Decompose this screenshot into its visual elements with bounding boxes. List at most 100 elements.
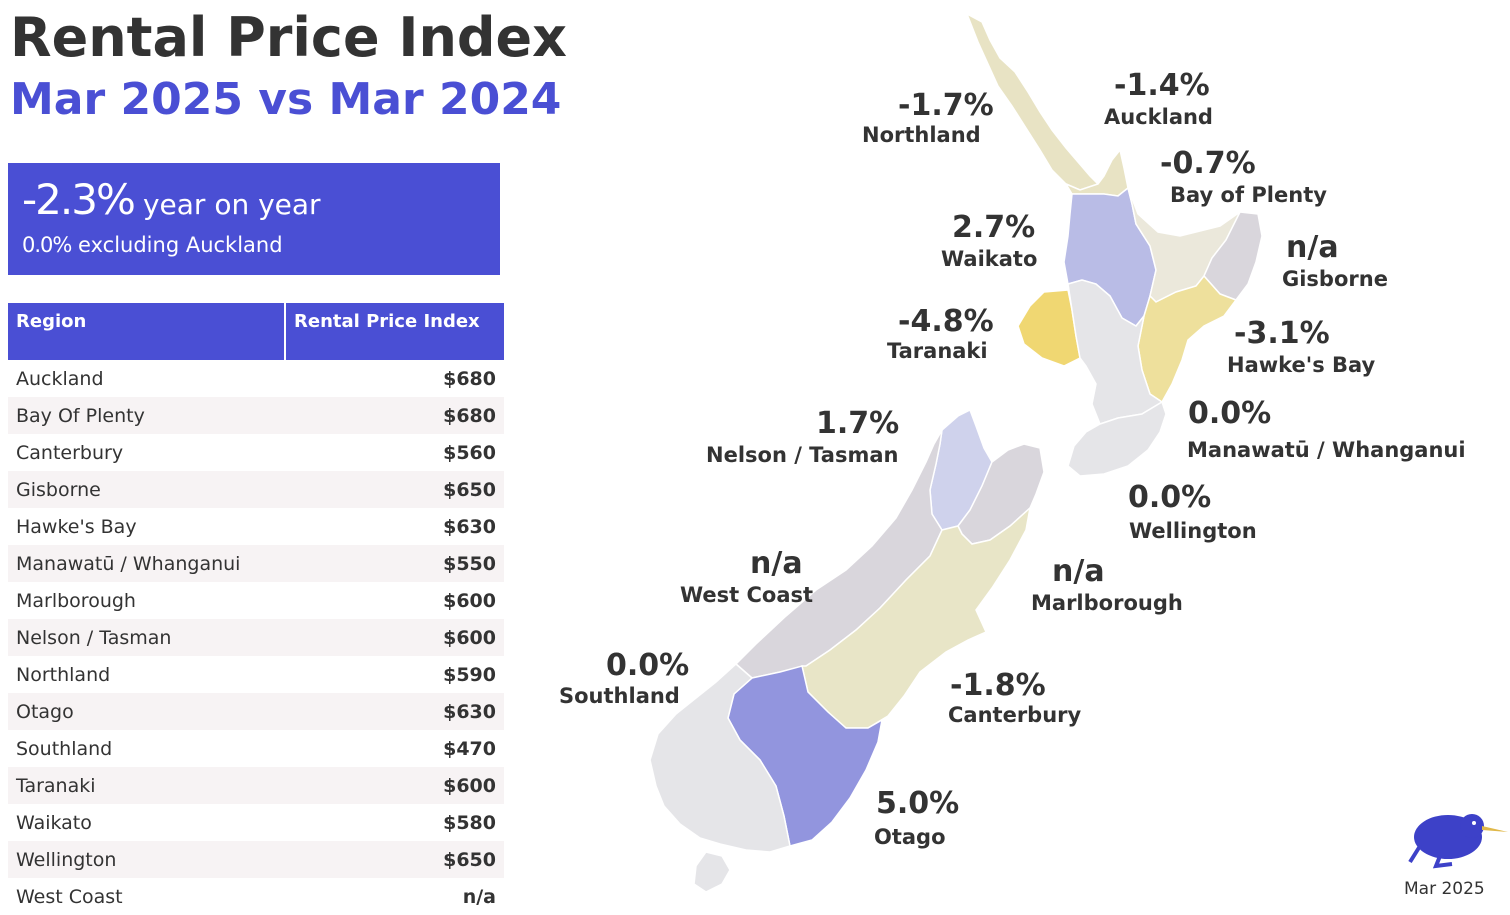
region-cell: Southland (16, 737, 113, 760)
label-manawatu: 0.0% (1188, 398, 1271, 430)
summary-label: year on year (142, 188, 321, 221)
summary-main: -2.3% year on year (22, 175, 321, 224)
label-waikato-name: Waikato (941, 246, 1037, 272)
region-cell: Otago (8, 693, 285, 730)
page-subtitle: Mar 2025 vs Mar 2024 (10, 74, 562, 125)
table-row: Hawke's Bay $630 (8, 508, 504, 545)
table-row: Taranaki $600 (8, 767, 504, 804)
label-canterbury: -1.8% (950, 670, 1046, 702)
value-cell: $600 (285, 767, 504, 804)
label-canterbury-name: Canterbury (948, 702, 1081, 728)
label-hawkes-bay: -3.1% (1234, 318, 1330, 350)
region-northland[interactable] (965, 12, 1100, 191)
label-auckland-name: Auckland (1104, 104, 1213, 130)
name-manawatu: Manawatū / Whanganui (1187, 438, 1466, 462)
label-southland: 0.0% (606, 650, 689, 682)
name-canterbury: Canterbury (948, 703, 1082, 727)
region-cell: Auckland (16, 367, 104, 390)
label-otago-name: Otago (874, 824, 946, 850)
change-gisborne: n/a (1286, 230, 1339, 265)
value-cell: $470 (443, 737, 496, 760)
region-cell: Gisborne (8, 471, 285, 508)
table-row: Otago $630 (8, 693, 504, 730)
name-gisborne: Gisborne (1282, 267, 1388, 291)
value-cell: $590 (443, 663, 496, 686)
change-otago: 5.0% (876, 786, 960, 821)
value-cell: $600 (285, 619, 504, 656)
name-otago: Otago (874, 825, 946, 849)
label-nelson: 1.7% (816, 408, 899, 440)
stewart-island[interactable] (693, 851, 731, 893)
change-southland: 0.0% (606, 648, 690, 683)
name-marlborough: Marlborough (1031, 591, 1183, 615)
region-cell: Taranaki (8, 767, 285, 804)
summary-sub-value: 0.0% (22, 233, 72, 257)
change-canterbury: -1.8% (950, 668, 1046, 703)
value-cell: $600 (443, 589, 496, 612)
change-taranaki: -4.8% (898, 304, 994, 339)
change-bay-of-plenty: -0.7% (1160, 146, 1256, 181)
label-hawkes-bay-name: Hawke's Bay (1227, 352, 1375, 378)
label-taranaki-name: Taranaki (887, 338, 988, 364)
label-taranaki: -4.8% (898, 306, 994, 338)
region-cell: Bay Of Plenty (8, 397, 285, 434)
region-cell: Wellington (8, 841, 285, 878)
value-cell: $680 (443, 367, 496, 390)
change-nelson: 1.7% (816, 406, 900, 441)
table-row: Nelson / Tasman $600 (8, 619, 504, 656)
region-cell: Manawatū / Whanganui (8, 545, 285, 582)
label-west-coast: n/a (750, 548, 803, 580)
label-otago: 5.0% (876, 788, 959, 820)
label-southland-name: Southland (559, 683, 680, 709)
date-label: Mar 2025 (1404, 879, 1485, 899)
region-cell: Hawke's Bay (16, 515, 137, 538)
value-cell: $680 (285, 397, 504, 434)
label-gisborne: n/a (1286, 232, 1339, 264)
name-southland: Southland (559, 684, 680, 708)
change-west-coast: n/a (750, 546, 803, 581)
name-auckland: Auckland (1104, 105, 1213, 129)
region-cell: West Coast (16, 885, 123, 908)
label-nelson-name: Nelson / Tasman (706, 442, 898, 468)
region-cell: Nelson / Tasman (8, 619, 285, 656)
label-wellington-name: Wellington (1129, 518, 1257, 544)
table-row: Auckland $680 (8, 360, 504, 397)
change-hawkes-bay: -3.1% (1234, 316, 1330, 351)
change-auckland: -1.4% (1114, 68, 1210, 103)
region-southland[interactable] (649, 662, 791, 853)
value-cell: $650 (285, 841, 504, 878)
name-wellington: Wellington (1129, 519, 1257, 543)
name-bay-of-plenty: Bay of Plenty (1170, 183, 1327, 207)
label-northland-name: Northland (862, 122, 981, 148)
region-canterbury[interactable] (801, 505, 1032, 729)
value-cell: $630 (285, 693, 504, 730)
value-cell: $630 (443, 515, 496, 538)
table-row: Bay Of Plenty $680 (8, 397, 504, 434)
name-northland: Northland (862, 123, 981, 147)
column-header-index[interactable]: Rental Price Index (285, 303, 504, 360)
region-wellington[interactable] (1067, 400, 1167, 477)
region-cell: Northland (16, 663, 111, 686)
change-marlborough: n/a (1052, 554, 1105, 589)
table-row: West Coast n/a (8, 878, 504, 915)
name-taranaki: Taranaki (887, 339, 988, 363)
label-marlborough: n/a (1052, 556, 1105, 588)
kiwi-bird-icon (1408, 814, 1508, 869)
label-manawatu-name: Manawatū / Whanganui (1187, 437, 1466, 463)
value-cell: $650 (285, 471, 504, 508)
summary-value: -2.3% (22, 175, 136, 224)
region-cell: Canterbury (16, 441, 124, 464)
summary-sub: 0.0% excluding Auckland (22, 233, 283, 257)
region-cell: Marlborough (16, 589, 136, 612)
column-header-region[interactable]: Region (8, 303, 286, 360)
label-west-coast-name: West Coast (680, 582, 813, 608)
change-manawatu: 0.0% (1188, 396, 1272, 431)
table-row: Marlborough $600 (8, 582, 504, 619)
table-row: Waikato $580 (8, 804, 504, 841)
label-northland: -1.7% (898, 90, 994, 122)
value-cell: n/a (462, 885, 496, 908)
name-nelson: Nelson / Tasman (706, 443, 899, 467)
summary-box: -2.3% year on year 0.0% excluding Auckla… (8, 163, 500, 275)
region-cell: Waikato (16, 811, 92, 834)
